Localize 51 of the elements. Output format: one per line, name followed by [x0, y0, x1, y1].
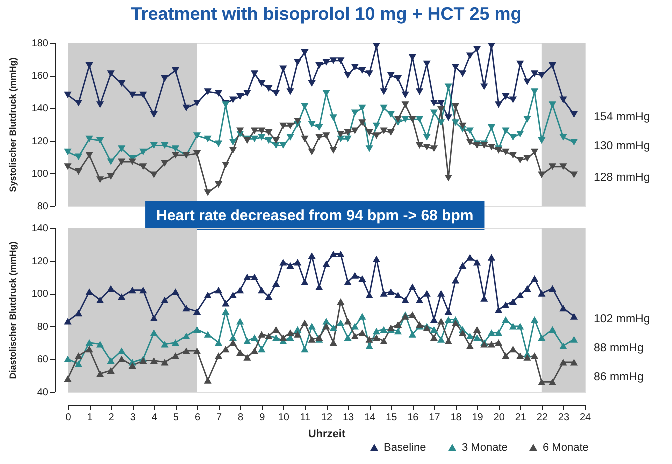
x-tick-label: 24: [580, 412, 592, 424]
x-tick-label: 5: [173, 412, 180, 424]
y-axis-title: Systolischer Blutdruck (mmHg): [8, 58, 18, 192]
x-tick-label: 7: [216, 412, 223, 424]
y-tick-label: 100: [32, 289, 49, 300]
text: 102 mmHg: [594, 314, 650, 326]
x-tick-label: 14: [364, 412, 376, 424]
x-tick-label: 4: [152, 412, 158, 424]
x-tick-label: 2: [108, 412, 115, 424]
y-tick-label: 80: [37, 202, 49, 212]
y-tick-label: 140: [32, 104, 49, 115]
x-tick-label: 1: [87, 412, 94, 424]
x-tick-label: 22: [536, 412, 548, 424]
x-tick-label: 12: [321, 412, 333, 424]
text: Heart rate decreased from 94 bpm -> 68 bpm: [156, 208, 474, 224]
x-tick-label: 15: [386, 412, 398, 424]
legend-label: Baseline: [384, 442, 426, 454]
x-tick-label: 6: [194, 412, 201, 424]
text: 128 mmHg: [594, 172, 650, 184]
x-tick-label: 20: [494, 412, 506, 424]
y-tick-label: 160: [32, 71, 49, 82]
y-tick-label: 120: [32, 136, 49, 148]
x-tick-label: 17: [429, 412, 441, 424]
y-axis-title: Diastolischer Blutdruck (mmHg): [8, 242, 18, 380]
x-tick-label: 16: [408, 412, 420, 424]
chart-title: Treatment with bisoprolol 10 mg + HCT 25 mg: [131, 4, 522, 24]
text: 86 mmHg: [594, 372, 644, 384]
x-tick-label: 21: [515, 412, 527, 424]
text: 130 mmHg: [594, 140, 650, 153]
y-tick-label: 120: [32, 256, 49, 268]
legend-label: 6 Monate: [543, 442, 589, 454]
legend-label: 3 Monate: [462, 442, 508, 454]
x-tick-label: 19: [472, 412, 484, 424]
x-tick-label: 13: [342, 412, 355, 424]
y-tick-label: 40: [37, 388, 49, 398]
y-tick-label: 80: [37, 322, 49, 333]
x-tick-label: 10: [278, 412, 290, 424]
text: 154 mmHg: [594, 112, 650, 124]
x-tick-label: 0: [66, 412, 72, 424]
text: 88 mmHg: [594, 342, 644, 355]
y-tick-label: 180: [32, 38, 49, 50]
x-tick-label: 18: [450, 412, 462, 424]
x-tick-label: 23: [558, 412, 570, 424]
x-tick-label: 11: [300, 412, 312, 424]
x-axis-title: Uhrzeit: [308, 428, 346, 440]
y-tick-label: 100: [32, 168, 49, 180]
y-tick-label: 140: [32, 224, 49, 234]
y-tick-label: 60: [37, 354, 49, 366]
x-tick-label: 8: [238, 412, 244, 424]
x-tick-label: 9: [260, 412, 266, 424]
x-tick-label: 3: [130, 412, 136, 424]
